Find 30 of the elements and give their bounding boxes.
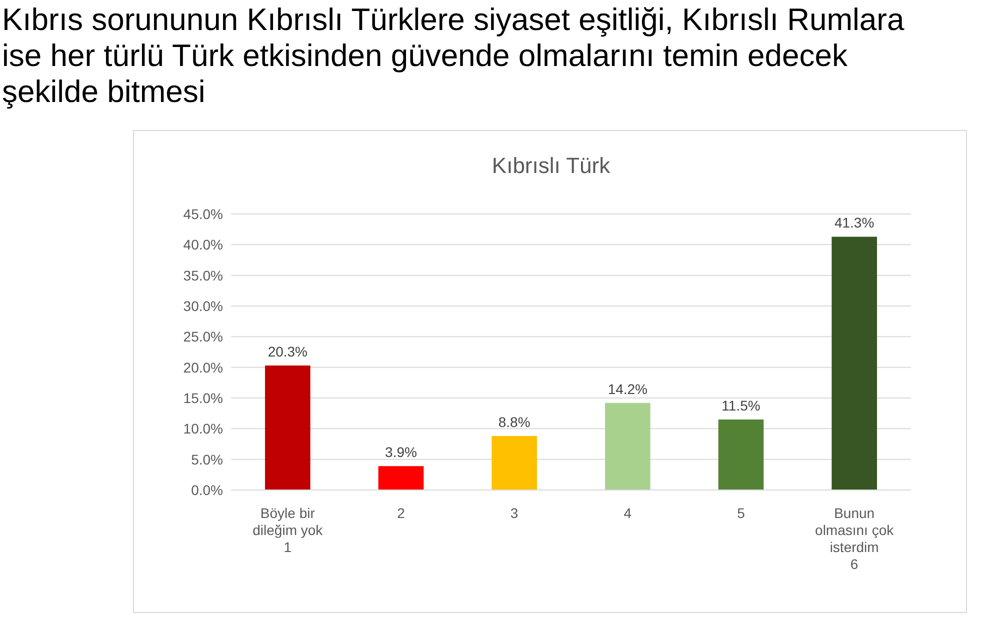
bar xyxy=(832,236,877,490)
data-label: 20.3% xyxy=(268,343,308,360)
y-tick-label: 15.0% xyxy=(183,390,223,406)
x-tick-label: 3 xyxy=(510,505,518,521)
x-tick-label: 5 xyxy=(737,505,746,521)
bar xyxy=(265,365,310,490)
chart-subtitle: Kıbrıslı Türk xyxy=(490,153,612,179)
y-tick-label: 45.0% xyxy=(183,206,223,222)
bar xyxy=(378,466,424,490)
data-label: 3.9% xyxy=(385,444,417,460)
x-tick-label: 4 xyxy=(624,505,632,521)
y-tick-label: 25.0% xyxy=(183,328,223,345)
y-tick-label: 35.0% xyxy=(183,267,223,284)
bar xyxy=(605,402,650,490)
y-tick-label: 5.0% xyxy=(191,451,223,468)
x-tick-label: Böyle bir dileğim yok 1 xyxy=(252,505,324,555)
data-label: 11.5% xyxy=(722,397,760,414)
y-tick-label: 30.0% xyxy=(183,298,223,314)
bar xyxy=(718,419,764,490)
y-tick-label: 40.0% xyxy=(183,236,223,253)
y-tick-label: 20.0% xyxy=(183,359,223,376)
data-label: 8.8% xyxy=(498,414,530,430)
x-tick-label: 2 xyxy=(397,505,406,521)
y-tick-label: 10.0% xyxy=(183,420,223,437)
bar xyxy=(492,436,537,490)
chart-title: Kıbrıs sorununun Kıbrıslı Türklere siyaset eşitliği, Kıbrıslı Rumlara ise her türlü Türk etkisinden güvende olmalarını temin edecek şekilde bitmesi xyxy=(2,2,906,110)
x-tick-label: Bunun olmasını çok isterdim 6 xyxy=(815,505,895,572)
y-tick-label: 0.0% xyxy=(191,482,223,498)
data-label: 14.2% xyxy=(608,380,648,397)
data-label: 41.3% xyxy=(834,214,874,231)
